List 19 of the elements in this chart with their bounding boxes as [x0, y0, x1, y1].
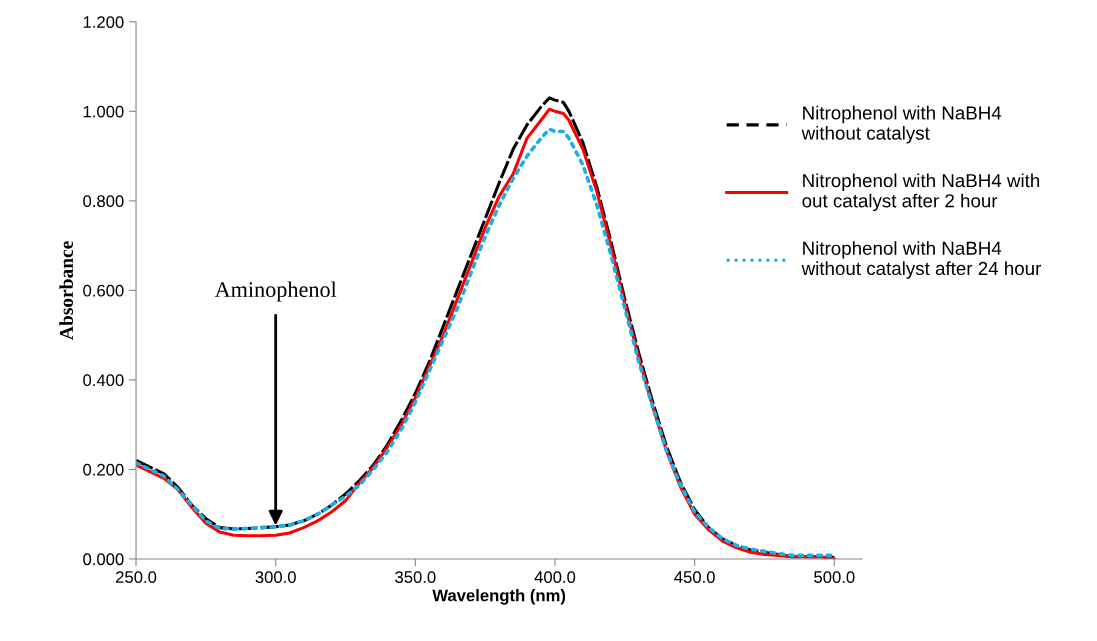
x-tick-label: 400.0: [534, 571, 576, 583]
legend-label: Nitrophenol with NaBH4 without catalyst after 24 hour: [801, 241, 1042, 279]
legend-label: Nitrophenol with NaBH4 without catalyst: [801, 105, 1002, 144]
y-tick-label: 0.000: [83, 553, 124, 566]
y-tick-label: 1.200: [83, 16, 124, 28]
y-tick-label: 1.000: [83, 105, 124, 118]
annotation: Aminophenol: [214, 281, 337, 302]
legend-label: Nitrophenol with NaBH4 with out catalyst after 2 hour: [802, 173, 1040, 212]
x-tick-label: 250.0: [116, 571, 157, 583]
y-tick-label: 0.600: [83, 284, 124, 297]
y-tick-label: 0.800: [83, 195, 124, 208]
x-tick-label: 500.0: [814, 571, 855, 583]
x-tick-label: 300.0: [255, 571, 296, 583]
y-axis-title: Absorbance: [59, 241, 74, 340]
x-tick-label: 350.0: [395, 571, 436, 583]
x-axis-title: Wavelength (nm): [432, 589, 566, 605]
y-tick-label: 0.200: [83, 463, 124, 476]
y-tick-label: 0.400: [83, 374, 124, 387]
x-tick-label: 450.0: [674, 571, 715, 583]
